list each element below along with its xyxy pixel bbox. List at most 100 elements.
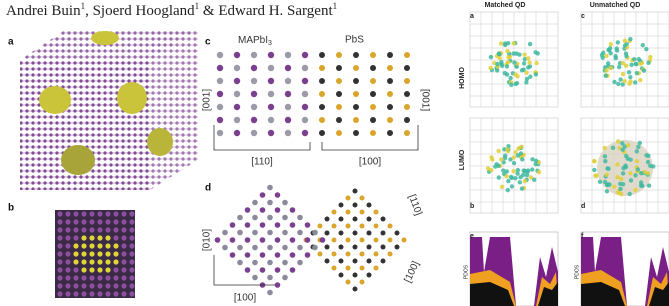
atom (404, 78, 410, 84)
atom (302, 117, 308, 123)
atom (252, 200, 258, 206)
orbital (500, 185, 504, 189)
orbital (638, 78, 642, 82)
atom (360, 280, 365, 285)
atom (129, 291, 134, 296)
atom (129, 235, 134, 240)
atom (129, 243, 134, 248)
atom (346, 252, 351, 257)
orbital (528, 75, 532, 79)
atom (353, 91, 359, 97)
atom (129, 267, 134, 272)
atom (387, 104, 393, 110)
atom (387, 78, 393, 84)
atom (346, 280, 351, 285)
orbital (616, 190, 620, 194)
atom (402, 238, 407, 243)
atom (282, 230, 288, 236)
atom (353, 259, 358, 264)
atom (367, 273, 372, 278)
atom (260, 192, 266, 198)
atom (105, 251, 110, 256)
orbital (526, 65, 530, 69)
orbital (499, 157, 503, 161)
atom (267, 215, 273, 221)
atom (290, 237, 296, 243)
atom (230, 222, 236, 228)
atom (290, 267, 296, 273)
material-label: MAPbI3 (238, 35, 272, 47)
atom (336, 78, 342, 84)
atom (97, 219, 102, 224)
atom (305, 252, 311, 258)
orbital (510, 184, 514, 188)
atom (97, 291, 102, 296)
orbital (525, 173, 529, 177)
atom (121, 211, 126, 216)
atom (404, 91, 410, 97)
atom (121, 291, 126, 296)
atom (312, 245, 318, 251)
row-label: HOMO (459, 67, 466, 89)
orbital (608, 66, 612, 70)
atom (275, 207, 281, 213)
atom (319, 104, 325, 110)
atom (282, 275, 288, 281)
atom (387, 52, 393, 58)
atom (275, 252, 281, 258)
axis-label: [010] (202, 229, 213, 251)
atom (81, 251, 86, 256)
atom (360, 196, 365, 201)
orbital (518, 180, 522, 184)
atom (388, 238, 393, 243)
orbital (600, 55, 604, 59)
atom (360, 266, 365, 271)
atom (282, 245, 288, 251)
orbital (495, 62, 499, 66)
atom (367, 203, 372, 208)
atom (319, 78, 325, 84)
atom (65, 227, 70, 232)
atom (332, 224, 337, 229)
atom (65, 291, 70, 296)
atom (57, 291, 62, 296)
orbital (527, 60, 531, 64)
atom (113, 235, 118, 240)
orbital (647, 183, 651, 187)
atom (388, 252, 393, 257)
atom (121, 259, 126, 264)
atom (65, 275, 70, 280)
orbital (638, 141, 642, 145)
atom (251, 78, 257, 84)
atom (360, 252, 365, 257)
orbital (512, 60, 516, 64)
orbital (617, 65, 621, 69)
axis-arrows (214, 125, 418, 285)
orbital (644, 153, 648, 157)
atom (302, 130, 308, 136)
atom (388, 224, 393, 229)
atom (73, 283, 78, 288)
atom (336, 104, 342, 110)
orbital (642, 68, 646, 72)
orbital (639, 171, 643, 175)
atom (268, 117, 274, 123)
orbital (518, 175, 522, 179)
atom (105, 227, 110, 232)
atom (57, 243, 62, 248)
atom (336, 91, 342, 97)
orbital (646, 61, 650, 65)
orbital (509, 83, 513, 87)
atom (73, 235, 78, 240)
atom (73, 251, 78, 256)
atom (282, 215, 288, 221)
figure: Andrei Buin1, Sjoerd Hoogland1 & Edward … (0, 0, 669, 306)
atom (381, 231, 386, 236)
orbital (628, 171, 632, 175)
atom (268, 130, 274, 136)
atom (89, 235, 94, 240)
atom (332, 252, 337, 257)
orbital (604, 73, 608, 77)
atom (353, 217, 358, 222)
atom (285, 52, 291, 58)
